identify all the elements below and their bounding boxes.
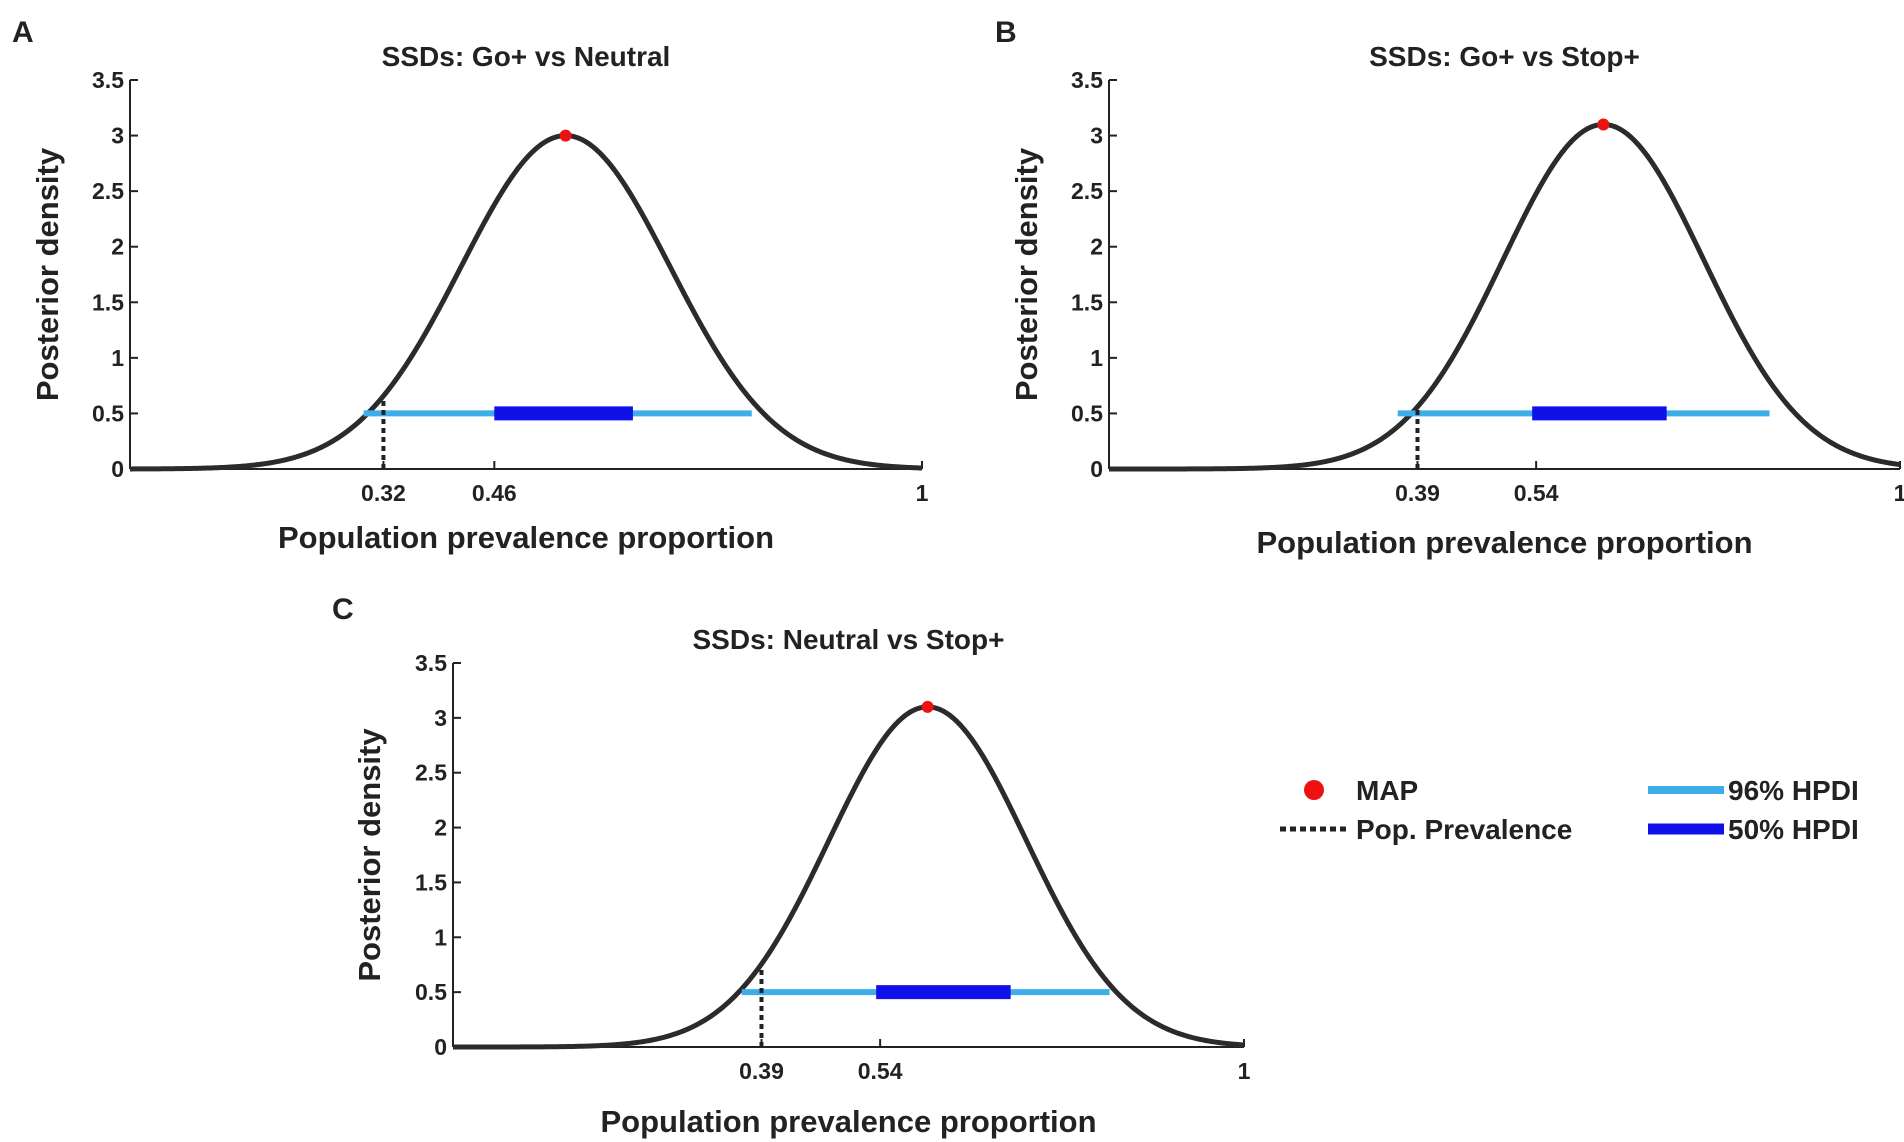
chart-title: SSDs: Neutral vs Stop+	[693, 624, 1005, 655]
y-tick-label: 2	[434, 815, 447, 841]
chart-panel-b: B SSDs: Go+ vs Stop+ 0 0.5 1 1.5 2 2.5 3 3.5 0.39 0…	[995, 16, 1904, 560]
x-axis-label: Population prevalence proportion	[600, 1104, 1096, 1139]
y-tick-label: 2	[111, 234, 124, 260]
panel-letter: C	[332, 593, 354, 626]
x-tick-label: 0.39	[739, 1058, 784, 1084]
y-tick-label: 1	[111, 345, 124, 371]
legend-pop-prevalence-label: Pop. Prevalence	[1356, 814, 1572, 845]
y-tick-label: 3	[1090, 123, 1103, 149]
y-tick-label: 1	[1090, 345, 1103, 371]
y-tick-label: 0	[111, 456, 124, 482]
y-tick-label: 0	[1090, 456, 1103, 482]
y-tick-label: 1.5	[415, 869, 447, 895]
y-tick-label: 2.5	[92, 178, 124, 204]
chart-panel-c: C SSDs: Neutral vs Stop+ 0 0.5 1 1.5 2 2.5 3 3.5 0…	[332, 593, 1251, 1139]
x-axis-label: Population prevalence proportion	[278, 520, 774, 555]
y-axis-label: Posterior density	[1009, 147, 1044, 401]
y-tick-label: 0.5	[1071, 400, 1103, 426]
y-tick-label: 3	[111, 123, 124, 149]
posterior-density-curve	[1108, 121, 1901, 472]
map-marker	[559, 129, 572, 142]
legend-hpdi50-label: 50% HPDI	[1728, 814, 1859, 845]
y-tick-label: 0.5	[415, 979, 447, 1005]
x-tick-label: 0.54	[858, 1058, 903, 1084]
y-tick-label: 3.5	[92, 67, 124, 93]
y-axis-label: Posterior density	[352, 728, 387, 982]
y-tick-label: 0	[434, 1034, 447, 1060]
x-tick-label: 0.32	[361, 480, 406, 506]
y-tick-label: 1	[434, 924, 447, 950]
map-marker	[921, 700, 934, 713]
chart-panel-a: A SSDs: Go+ vs Neutral 0 0.5 1 1.5 2 2.5 3 3.5 0.3…	[12, 16, 929, 555]
y-tick-label: 2.5	[1071, 178, 1103, 204]
panel-letter: B	[995, 16, 1017, 49]
y-tick-label: 3.5	[1071, 67, 1103, 93]
y-tick-label: 3.5	[415, 650, 447, 676]
y-tick-label: 3	[434, 705, 447, 731]
y-axis-label: Posterior density	[30, 147, 65, 401]
y-tick-label: 1.5	[1071, 289, 1103, 315]
posterior-density-curve	[452, 704, 1245, 1050]
chart-title: SSDs: Go+ vs Neutral	[382, 41, 671, 72]
y-tick-label: 1.5	[92, 289, 124, 315]
x-tick-label: 1	[1238, 1058, 1251, 1084]
x-tick-label: 1	[916, 480, 929, 506]
legend-map-marker	[1304, 780, 1324, 800]
x-tick-label: 1	[1894, 480, 1904, 506]
y-tick-label: 2.5	[415, 760, 447, 786]
y-tick-label: 2	[1090, 234, 1103, 260]
chart-title: SSDs: Go+ vs Stop+	[1369, 41, 1640, 72]
map-marker	[1597, 118, 1610, 131]
legend-map-label: MAP	[1356, 775, 1418, 806]
x-tick-label: 0.46	[472, 480, 517, 506]
x-tick-label: 0.39	[1395, 480, 1440, 506]
legend-hpdi96-label: 96% HPDI	[1728, 775, 1859, 806]
posterior-density-curve	[129, 133, 923, 472]
x-axis-label: Population prevalence proportion	[1256, 525, 1752, 560]
panel-letter: A	[12, 16, 34, 49]
y-tick-label: 0.5	[92, 400, 124, 426]
legend: MAP Pop. Prevalence 96% HPDI 50% HPDI	[1280, 775, 1859, 845]
x-tick-label: 0.54	[1514, 480, 1559, 506]
